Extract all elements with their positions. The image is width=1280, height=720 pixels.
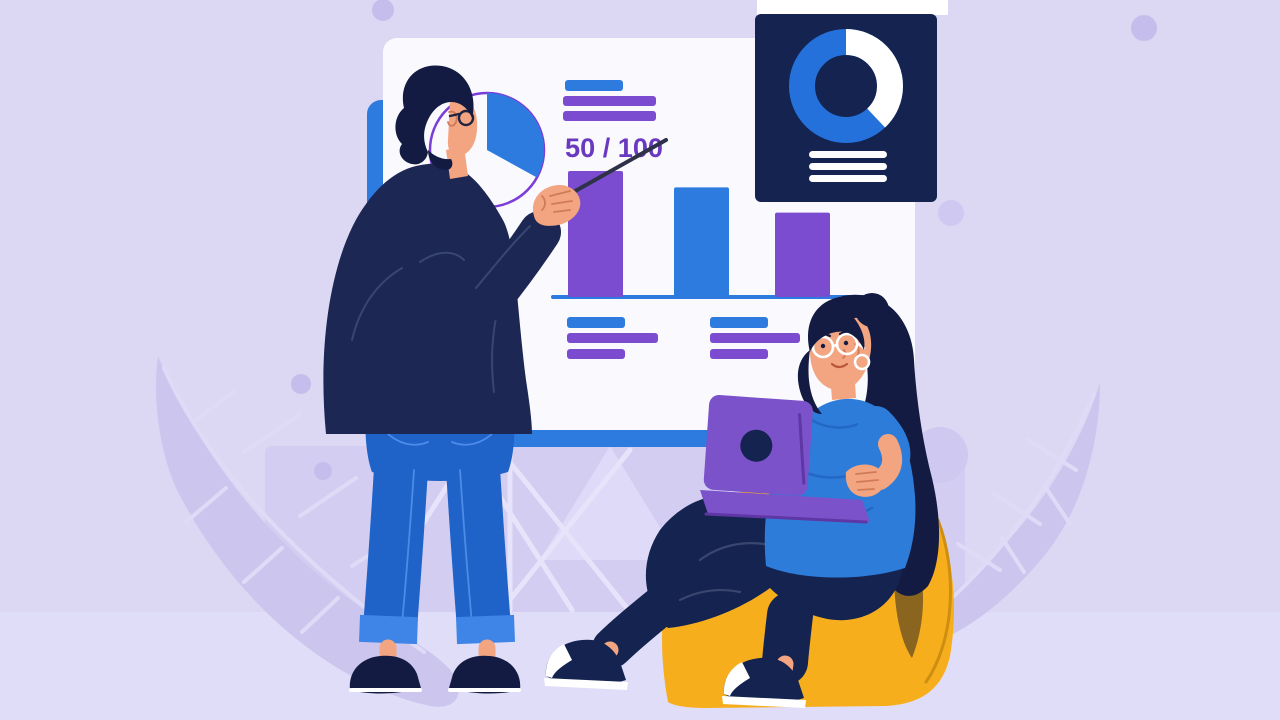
dot-under-card (938, 200, 964, 226)
bullet-list-left (567, 317, 658, 359)
woman-smile (830, 362, 849, 369)
man-shoe-right (449, 655, 521, 694)
man-jacket (323, 163, 532, 434)
chart-header-lines (563, 80, 656, 121)
bar-c (775, 212, 830, 297)
dot-mid-left-2 (314, 462, 332, 480)
laptop (700, 395, 870, 524)
woman-hair-front (797, 293, 889, 414)
man-hair (395, 65, 474, 170)
report-card (755, 0, 948, 202)
woman-hair-bun (855, 293, 889, 327)
man-shoes (349, 655, 521, 694)
report-card-tab (757, 0, 948, 15)
woman-eye-left (820, 343, 826, 349)
presenter-man (323, 65, 668, 694)
dot-mid-left (291, 374, 311, 394)
man-hand (532, 184, 581, 226)
bullet-list-right (710, 317, 800, 359)
pie-wedge (487, 93, 544, 178)
man-arm-sleeve (469, 211, 561, 321)
man-ear (447, 110, 458, 127)
donut-chart (789, 29, 903, 143)
woman-earring-icon (853, 353, 871, 371)
woman-shoes (544, 639, 806, 708)
bar-chart-bars (568, 171, 830, 297)
bar-chart (551, 171, 871, 299)
laptop-logo-icon (740, 429, 773, 462)
bar-a (568, 171, 623, 297)
bar-b (674, 187, 729, 297)
woman-hand (845, 464, 885, 497)
donut-segment-white (789, 29, 903, 143)
leaf-left (156, 356, 459, 707)
man-shoe-left (349, 655, 421, 694)
man-glasses-icon (457, 109, 475, 127)
score-label: 50 / 100 (565, 133, 663, 163)
dot-top-left (372, 0, 394, 21)
dot-top-right (1131, 15, 1157, 41)
woman-eye-right (843, 340, 849, 346)
report-card-lines (809, 151, 887, 182)
laptop-base (700, 490, 870, 522)
woman (544, 293, 940, 708)
man-jeans (359, 396, 515, 666)
